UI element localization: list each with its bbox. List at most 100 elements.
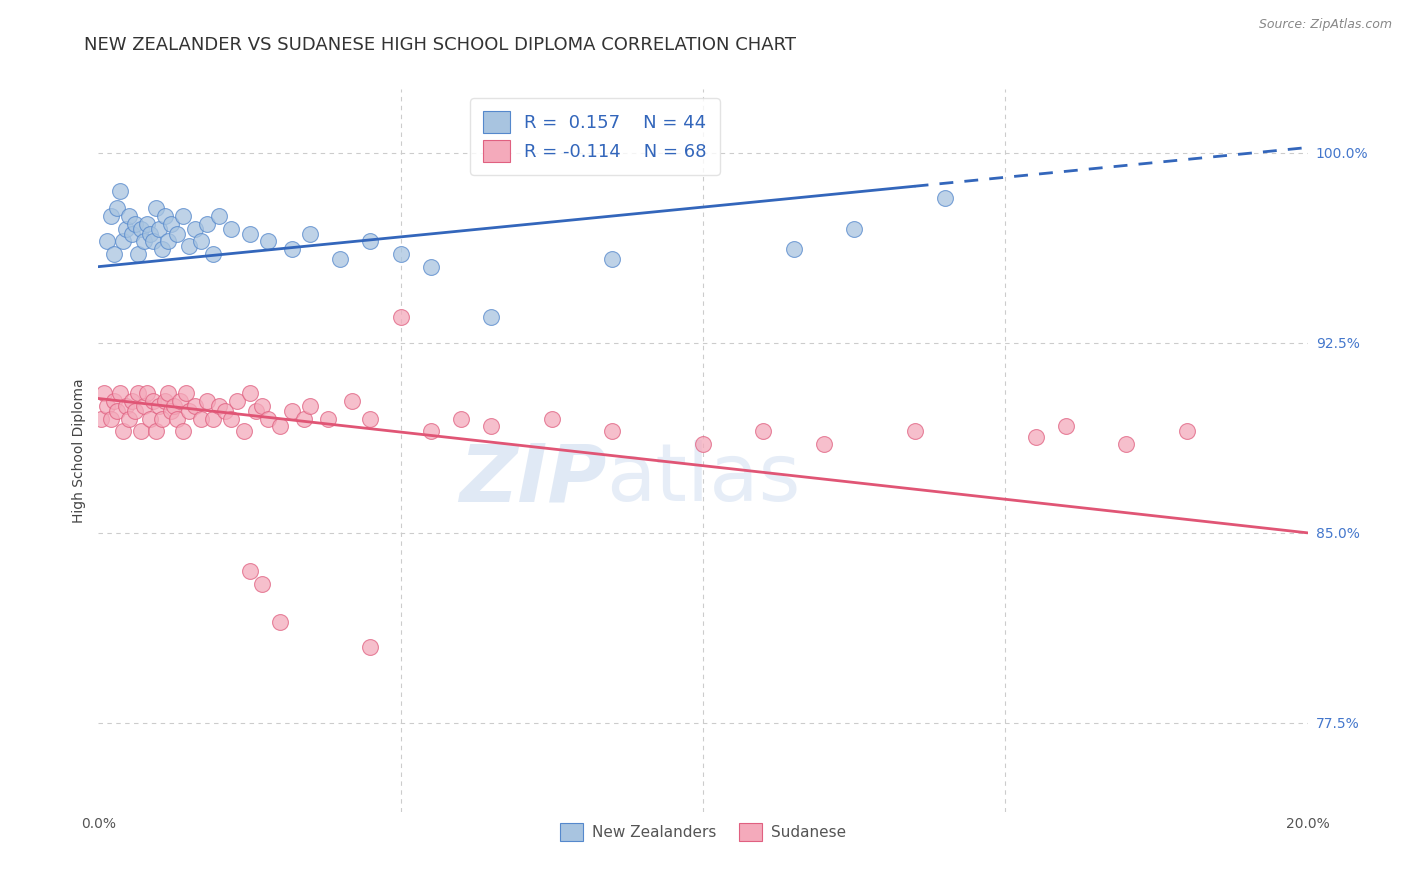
Point: [1024, 429, 1046, 443]
Point: [342, 394, 364, 409]
Point: [232, 425, 254, 439]
Point: [160, 404, 183, 418]
Point: [142, 235, 165, 249]
Point: [202, 247, 225, 261]
Point: [174, 386, 197, 401]
Point: [329, 252, 352, 266]
Point: [292, 411, 315, 425]
Point: [132, 235, 155, 249]
Point: [127, 386, 149, 401]
Point: [245, 404, 267, 418]
Point: [118, 209, 141, 223]
Point: [239, 564, 262, 578]
Point: [239, 227, 262, 241]
Point: [195, 217, 218, 231]
Point: [150, 242, 173, 256]
Point: [202, 411, 225, 425]
Point: [389, 247, 412, 261]
Point: [221, 221, 243, 235]
Point: [752, 425, 775, 439]
Point: [118, 411, 141, 425]
Point: [153, 209, 176, 223]
Point: [127, 247, 149, 261]
Point: [108, 386, 131, 401]
Point: [184, 221, 207, 235]
Point: [844, 221, 866, 235]
Point: [256, 411, 278, 425]
Point: [142, 394, 165, 409]
Point: [602, 425, 624, 439]
Point: [783, 242, 806, 256]
Point: [166, 411, 188, 425]
Point: [281, 404, 304, 418]
Point: [1175, 425, 1198, 439]
Point: [105, 202, 128, 216]
Point: [96, 399, 118, 413]
Point: [184, 399, 207, 413]
Text: atlas: atlas: [606, 441, 800, 518]
Point: [934, 191, 956, 205]
Point: [172, 425, 194, 439]
Point: [208, 399, 231, 413]
Point: [121, 394, 143, 409]
Point: [90, 411, 112, 425]
Point: [169, 394, 191, 409]
Point: [105, 404, 128, 418]
Point: [316, 411, 339, 425]
Text: NEW ZEALANDER VS SUDANESE HIGH SCHOOL DIPLOMA CORRELATION CHART: NEW ZEALANDER VS SUDANESE HIGH SCHOOL DI…: [84, 36, 796, 54]
Point: [139, 411, 162, 425]
Point: [111, 235, 134, 249]
Point: [100, 209, 122, 223]
Point: [904, 425, 927, 439]
Point: [226, 394, 249, 409]
Point: [299, 399, 322, 413]
Point: [139, 227, 162, 241]
Point: [124, 404, 146, 418]
Point: [100, 411, 122, 425]
Point: [172, 209, 194, 223]
Point: [148, 399, 170, 413]
Point: [1115, 437, 1137, 451]
Point: [179, 239, 201, 253]
Point: [124, 217, 146, 231]
Point: [813, 437, 835, 451]
Point: [360, 235, 382, 249]
Point: [195, 394, 218, 409]
Text: Source: ZipAtlas.com: Source: ZipAtlas.com: [1258, 18, 1392, 31]
Point: [481, 310, 503, 325]
Point: [145, 425, 167, 439]
Point: [692, 437, 714, 451]
Point: [103, 394, 125, 409]
Point: [132, 399, 155, 413]
Point: [135, 217, 157, 231]
Point: [153, 394, 176, 409]
Point: [96, 235, 118, 249]
Point: [156, 386, 179, 401]
Point: [208, 209, 231, 223]
Point: [250, 576, 273, 591]
Point: [103, 247, 125, 261]
Point: [360, 411, 382, 425]
Point: [93, 386, 115, 401]
Point: [450, 411, 472, 425]
Point: [166, 227, 188, 241]
Point: [420, 260, 443, 274]
Point: [602, 252, 624, 266]
Point: [135, 386, 157, 401]
Point: [299, 227, 322, 241]
Point: [389, 310, 412, 325]
Point: [114, 221, 136, 235]
Point: [156, 235, 179, 249]
Y-axis label: High School Diploma: High School Diploma: [72, 378, 86, 523]
Text: ZIP: ZIP: [458, 441, 606, 518]
Point: [190, 411, 212, 425]
Point: [239, 386, 262, 401]
Point: [129, 425, 152, 439]
Point: [179, 404, 201, 418]
Point: [121, 227, 143, 241]
Point: [269, 615, 291, 629]
Point: [540, 411, 562, 425]
Point: [148, 221, 170, 235]
Point: [145, 202, 167, 216]
Point: [281, 242, 304, 256]
